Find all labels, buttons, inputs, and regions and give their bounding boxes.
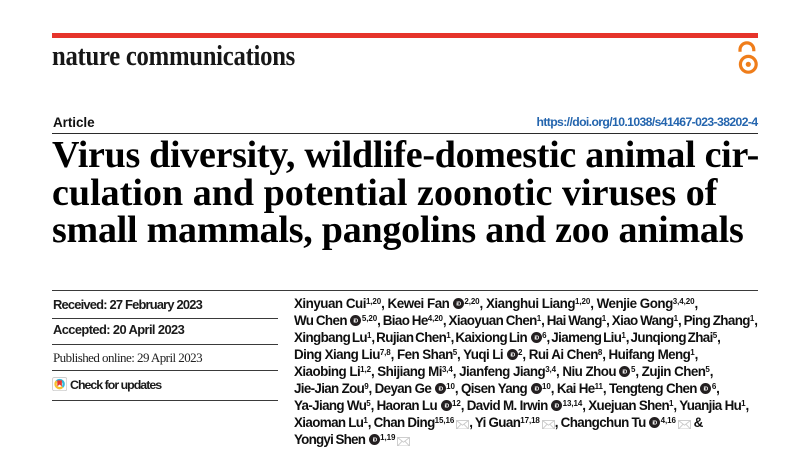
svg-text:iD: iD [444, 403, 449, 409]
svg-text:iD: iD [438, 386, 443, 392]
svg-text:iD: iD [510, 352, 515, 358]
svg-text:iD: iD [555, 403, 560, 409]
svg-text:iD: iD [456, 301, 461, 307]
svg-text:iD: iD [704, 386, 709, 392]
svg-text:iD: iD [623, 369, 628, 375]
svg-text:iD: iD [354, 318, 359, 324]
svg-text:iD: iD [534, 386, 539, 392]
svg-text:iD: iD [372, 437, 377, 443]
svg-text:iD: iD [534, 335, 539, 341]
svg-text:iD: iD [653, 420, 658, 426]
